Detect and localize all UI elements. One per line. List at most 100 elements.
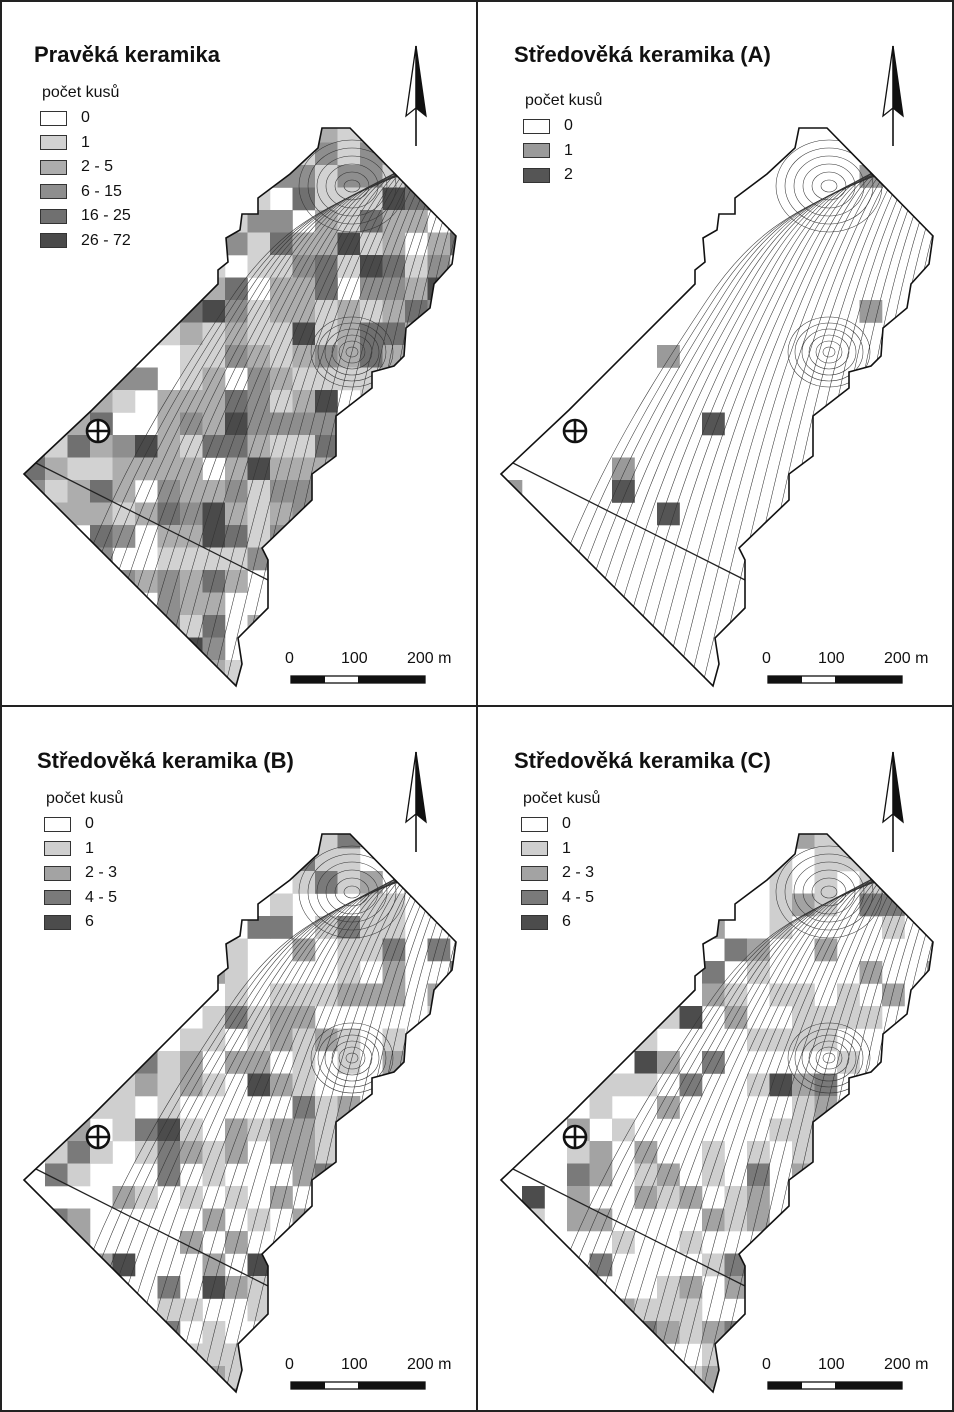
grid-cell bbox=[292, 1073, 316, 1097]
scale-bar bbox=[767, 675, 903, 684]
grid-cell bbox=[180, 1186, 203, 1209]
grid-cell bbox=[315, 435, 338, 458]
grid-cell bbox=[292, 232, 316, 256]
grid-cell bbox=[180, 1298, 203, 1322]
grid-cell bbox=[567, 1186, 590, 1209]
grid-cell bbox=[202, 637, 226, 661]
grid-cell bbox=[112, 1118, 136, 1142]
road-line bbox=[502, 1163, 746, 1287]
grid-cell bbox=[202, 592, 226, 616]
grid-cell bbox=[135, 1141, 158, 1164]
grid-cell bbox=[337, 961, 361, 984]
grid-cell bbox=[270, 457, 293, 481]
grid-cell bbox=[382, 232, 406, 256]
map-panel-pravek: Pravěká keramika počet kusů 0 1 2 - 5 6 … bbox=[0, 0, 477, 706]
grid-cell bbox=[405, 277, 428, 301]
grid-cell bbox=[292, 1141, 316, 1164]
map-panel-stredovek-c: Středověká keramika (C) počet kusů 0 1 2… bbox=[477, 706, 954, 1412]
grid-cell bbox=[315, 871, 338, 894]
contour-line bbox=[802, 163, 856, 209]
grid-cell bbox=[382, 210, 406, 233]
grid-cell bbox=[67, 1141, 91, 1164]
grid-cell bbox=[112, 1096, 136, 1119]
grid-cell bbox=[247, 916, 271, 939]
grid-cell bbox=[180, 1141, 203, 1164]
grid-cell bbox=[247, 457, 271, 481]
grid-cell bbox=[180, 592, 203, 616]
grid-cell bbox=[292, 345, 316, 368]
grid-cell bbox=[679, 1298, 703, 1322]
grid-cell bbox=[180, 480, 203, 503]
legend-label: 0 bbox=[562, 815, 571, 833]
legend-swatch bbox=[40, 135, 67, 151]
grid-cell bbox=[202, 1276, 226, 1299]
crosshair-circle-icon bbox=[562, 418, 588, 444]
grid-cell bbox=[634, 1073, 658, 1097]
contour-line bbox=[331, 334, 373, 370]
grid-cell bbox=[180, 1028, 203, 1052]
legend-item: 2 bbox=[523, 163, 602, 188]
grid-cell bbox=[769, 1118, 793, 1142]
legend-item: 1 bbox=[40, 131, 131, 156]
grid-cell bbox=[702, 1163, 725, 1187]
grid-cell bbox=[112, 390, 136, 413]
grid-cell bbox=[247, 1118, 271, 1142]
contour-line bbox=[802, 869, 856, 915]
grid-cell bbox=[157, 525, 181, 548]
grid-cell bbox=[247, 322, 271, 346]
legend-swatch bbox=[521, 841, 548, 857]
grid-cell bbox=[859, 1006, 883, 1029]
contour-line bbox=[822, 1052, 836, 1064]
grid-cell bbox=[225, 1276, 248, 1299]
scale-label-0: 0 bbox=[285, 1356, 294, 1373]
grid-cell bbox=[724, 1208, 748, 1232]
scale-label-100: 100 bbox=[818, 650, 845, 667]
grid-cell bbox=[270, 412, 293, 436]
grid-cell bbox=[292, 1051, 316, 1074]
crosshair-circle-icon bbox=[85, 418, 111, 444]
grid-cell bbox=[157, 390, 181, 413]
legend-title: počet kusů bbox=[525, 92, 603, 109]
grid-cell bbox=[315, 187, 338, 211]
crosshair-circle-icon bbox=[85, 1124, 111, 1150]
survey-area-outline bbox=[499, 127, 934, 688]
grid-cell bbox=[634, 1141, 658, 1164]
legend: počet kusů 0 1 2 - 3 4 - 5 6 bbox=[521, 790, 600, 935]
grid-cell bbox=[202, 1163, 226, 1187]
grid-cell bbox=[679, 1231, 703, 1254]
grid-cell bbox=[747, 1028, 770, 1052]
grid-cell bbox=[792, 1073, 815, 1097]
legend-item: 1 bbox=[44, 837, 123, 862]
grid-cell bbox=[382, 893, 406, 917]
survey-area-outline bbox=[22, 127, 457, 688]
grid-cell bbox=[135, 435, 158, 458]
grid-cell bbox=[882, 983, 905, 1007]
scale-bar-labels: 0 100 200 m bbox=[477, 1356, 954, 1378]
grid-cell bbox=[202, 1208, 226, 1232]
grid-cell bbox=[67, 457, 91, 481]
grid-cell bbox=[135, 502, 158, 526]
contour-line bbox=[775, 139, 883, 233]
legend-title: počet kusů bbox=[523, 790, 601, 807]
grid-cell bbox=[225, 961, 248, 984]
grid-cell bbox=[112, 525, 136, 548]
grid-cell bbox=[270, 983, 293, 1007]
legend-label: 2 bbox=[564, 166, 573, 184]
legend-item: 2 - 3 bbox=[521, 861, 600, 886]
contour-line bbox=[820, 179, 838, 193]
contour-line bbox=[801, 328, 857, 376]
grid-cell bbox=[202, 322, 226, 346]
grid-cell bbox=[67, 435, 91, 458]
grid-cell bbox=[180, 525, 203, 548]
grid-cell bbox=[382, 187, 406, 211]
grid-cell bbox=[859, 300, 883, 323]
grid-cell bbox=[814, 871, 838, 894]
survey-area-outline bbox=[499, 833, 934, 1394]
contour-line bbox=[793, 155, 865, 217]
grid-cell bbox=[360, 232, 383, 256]
legend-label: 1 bbox=[81, 133, 90, 151]
contour-line bbox=[793, 861, 865, 923]
map-canvas bbox=[499, 751, 934, 1394]
legend-swatch bbox=[40, 159, 67, 175]
